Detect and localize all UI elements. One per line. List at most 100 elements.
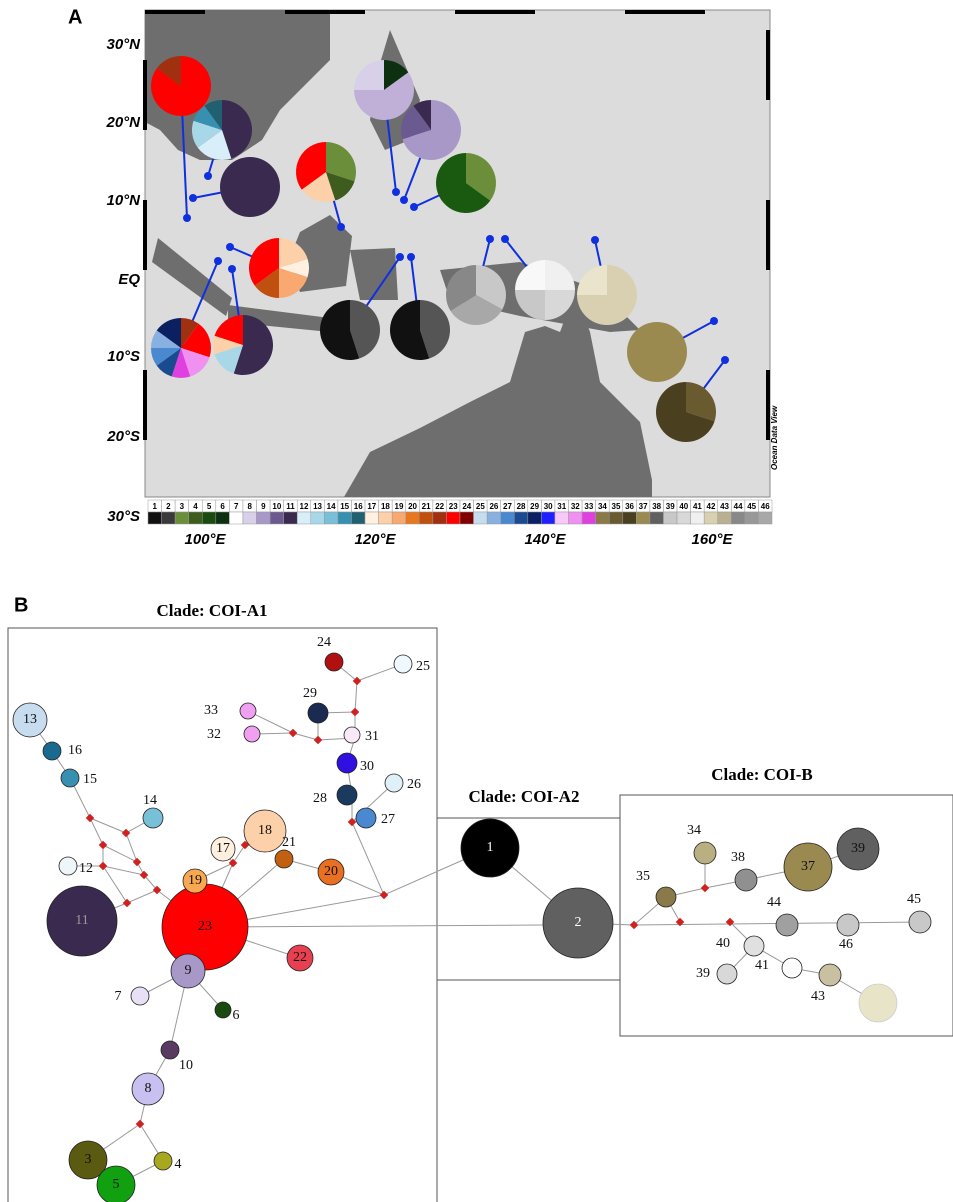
pin-dot xyxy=(591,236,599,244)
median-vector xyxy=(99,862,107,870)
pin-dot xyxy=(486,235,494,243)
edge xyxy=(103,866,144,875)
haplotype-label: 18 xyxy=(258,823,272,838)
haplotype-label: 14 xyxy=(143,793,157,808)
legend-label: 42 xyxy=(707,502,716,511)
legend-label: 23 xyxy=(449,502,458,511)
legend-label: 36 xyxy=(625,502,634,511)
legend-swatch xyxy=(229,512,243,524)
median-vector xyxy=(86,814,94,822)
legend-label: 35 xyxy=(612,502,621,511)
haplotype-label: 44 xyxy=(767,895,781,910)
legend-swatch xyxy=(704,512,718,524)
pin-dot xyxy=(396,253,404,261)
pin-dot xyxy=(228,265,236,273)
haplotype xyxy=(656,887,676,907)
median-vector xyxy=(123,899,131,907)
legend-label: 14 xyxy=(327,502,336,511)
haplotype-label: 40 xyxy=(716,936,730,951)
pin-dot xyxy=(214,257,222,265)
legend-swatch xyxy=(175,512,189,524)
legend-label: 28 xyxy=(517,502,526,511)
lon-label: 100°E xyxy=(184,531,226,548)
haplotype-label: 20 xyxy=(324,864,338,879)
legend-label: 29 xyxy=(530,502,539,511)
legend-swatch xyxy=(338,512,352,524)
haplotype xyxy=(61,769,79,787)
edge xyxy=(352,822,384,895)
legend-swatch xyxy=(406,512,420,524)
haplotype xyxy=(244,726,260,742)
legend-label: 40 xyxy=(679,502,688,511)
haplotype-label: 4 xyxy=(175,1157,182,1172)
haplotype xyxy=(154,1152,172,1170)
haplotype-label: 19 xyxy=(188,873,202,888)
clade-title: Clade: COI-B xyxy=(711,765,813,784)
median-vector xyxy=(351,708,359,716)
haplotype-label: 33 xyxy=(204,703,218,718)
legend-swatch xyxy=(623,512,637,524)
haplotype-label: 2 xyxy=(575,915,582,930)
legend-label: 34 xyxy=(598,502,607,511)
haplotype xyxy=(131,987,149,1005)
haplotype-label: 46 xyxy=(839,937,853,952)
panel-label: B xyxy=(14,594,28,616)
haplotype-label: 45 xyxy=(907,892,921,907)
legend-label: 21 xyxy=(422,502,431,511)
lat-label: 30°S xyxy=(107,508,140,525)
haplotype-label: 28 xyxy=(313,791,327,806)
pin-dot xyxy=(204,172,212,180)
clade-title: Clade: COI-A1 xyxy=(157,601,268,620)
edge xyxy=(205,925,543,927)
credit: Ocean Data View xyxy=(770,405,779,470)
legend-swatch xyxy=(392,512,406,524)
legend-swatch xyxy=(514,512,528,524)
legend-label: 18 xyxy=(381,502,390,511)
haplotype-label: 6 xyxy=(233,1008,240,1023)
legend-swatch xyxy=(501,512,515,524)
haplotype-label: 32 xyxy=(207,727,221,742)
haplotype xyxy=(776,914,798,936)
haplotype-label: 26 xyxy=(407,777,421,792)
frame-dash xyxy=(285,10,365,14)
haplotype-label: 12 xyxy=(79,861,93,876)
legend-label: 26 xyxy=(489,502,498,511)
pin-dot xyxy=(721,356,729,364)
legend-swatch xyxy=(460,512,474,524)
legend-swatch xyxy=(609,512,623,524)
legend-swatch xyxy=(691,512,705,524)
haplotype xyxy=(337,753,357,773)
legend-swatch xyxy=(718,512,732,524)
haplotype-label: 27 xyxy=(381,812,395,827)
panel-label: A xyxy=(68,6,82,28)
legend-label: 44 xyxy=(734,502,743,511)
pie-slice xyxy=(627,322,687,382)
haplotype-label: 16 xyxy=(68,743,82,758)
median-vector xyxy=(314,736,322,744)
legend-swatch xyxy=(677,512,691,524)
median-vector xyxy=(229,859,237,867)
legend-swatch xyxy=(379,512,393,524)
legend-swatch xyxy=(162,512,176,524)
legend-label: 10 xyxy=(272,502,281,511)
legend-swatch xyxy=(324,512,338,524)
legend-swatch xyxy=(311,512,325,524)
legend-label: 9 xyxy=(261,502,266,511)
legend-swatch xyxy=(202,512,216,524)
pie-slice xyxy=(220,157,280,217)
pin-dot xyxy=(226,243,234,251)
legend-label: 25 xyxy=(476,502,485,511)
haplotype-label: 5 xyxy=(113,1177,120,1192)
legend-label: 38 xyxy=(652,502,661,511)
haplotype-label: 43 xyxy=(811,989,825,1004)
median-vector xyxy=(136,1120,144,1128)
frame-dash xyxy=(625,10,705,14)
frame-dash xyxy=(145,10,205,14)
haplotype-label: 39 xyxy=(851,841,865,856)
legend-swatch xyxy=(216,512,230,524)
haplotype-label: 9 xyxy=(185,963,192,978)
haplotype-label: 10 xyxy=(179,1058,193,1073)
pin-dot xyxy=(400,196,408,204)
legend-swatch xyxy=(528,512,542,524)
legend-label: 1 xyxy=(153,502,158,511)
